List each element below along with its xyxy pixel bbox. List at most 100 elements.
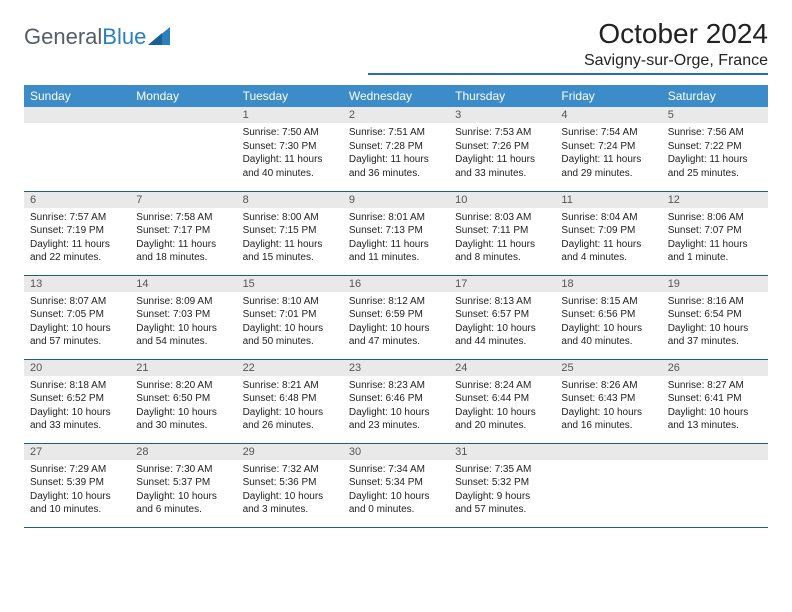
- sunset-line: Sunset: 6:48 PM: [243, 392, 337, 406]
- sunrise-line: Sunrise: 8:13 AM: [455, 295, 549, 309]
- day-content: Sunrise: 8:12 AMSunset: 6:59 PMDaylight:…: [343, 292, 449, 353]
- day-content-empty: [130, 123, 236, 130]
- daylight-line: Daylight: 10 hours and 23 minutes.: [349, 406, 443, 433]
- day-number: 1: [237, 107, 343, 123]
- day-cell: 5Sunrise: 7:56 AMSunset: 7:22 PMDaylight…: [662, 107, 768, 191]
- week-row: 6Sunrise: 7:57 AMSunset: 7:19 PMDaylight…: [24, 191, 768, 275]
- daylight-line: Daylight: 11 hours and 11 minutes.: [349, 238, 443, 265]
- day-number: 15: [237, 276, 343, 292]
- day-content: Sunrise: 7:50 AMSunset: 7:30 PMDaylight:…: [237, 123, 343, 184]
- day-content: Sunrise: 7:54 AMSunset: 7:24 PMDaylight:…: [555, 123, 661, 184]
- day-cell: 3Sunrise: 7:53 AMSunset: 7:26 PMDaylight…: [449, 107, 555, 191]
- sunrise-line: Sunrise: 8:27 AM: [668, 379, 762, 393]
- day-cell: 7Sunrise: 7:58 AMSunset: 7:17 PMDaylight…: [130, 191, 236, 275]
- daylight-line: Daylight: 10 hours and 47 minutes.: [349, 322, 443, 349]
- daylight-line: Daylight: 11 hours and 8 minutes.: [455, 238, 549, 265]
- day-cell: 31Sunrise: 7:35 AMSunset: 5:32 PMDayligh…: [449, 443, 555, 527]
- day-number: 13: [24, 276, 130, 292]
- daylight-line: Daylight: 10 hours and 0 minutes.: [349, 490, 443, 517]
- sunset-line: Sunset: 6:59 PM: [349, 308, 443, 322]
- daylight-line: Daylight: 11 hours and 25 minutes.: [668, 153, 762, 180]
- day-number: 9: [343, 192, 449, 208]
- day-content: Sunrise: 8:13 AMSunset: 6:57 PMDaylight:…: [449, 292, 555, 353]
- day-content: Sunrise: 8:18 AMSunset: 6:52 PMDaylight:…: [24, 376, 130, 437]
- day-header: Sunday: [24, 85, 130, 107]
- day-content: Sunrise: 7:35 AMSunset: 5:32 PMDaylight:…: [449, 460, 555, 521]
- day-content-empty: [24, 123, 130, 130]
- day-cell: 4Sunrise: 7:54 AMSunset: 7:24 PMDaylight…: [555, 107, 661, 191]
- sunset-line: Sunset: 7:03 PM: [136, 308, 230, 322]
- day-header: Friday: [555, 85, 661, 107]
- sunset-line: Sunset: 5:37 PM: [136, 476, 230, 490]
- day-content: Sunrise: 8:27 AMSunset: 6:41 PMDaylight:…: [662, 376, 768, 437]
- day-number: 4: [555, 107, 661, 123]
- daylight-line: Daylight: 11 hours and 1 minute.: [668, 238, 762, 265]
- sunset-line: Sunset: 6:43 PM: [561, 392, 655, 406]
- sunrise-line: Sunrise: 7:53 AM: [455, 126, 549, 140]
- calendar-page: GeneralBlue October 2024 Savigny-sur-Org…: [0, 0, 792, 546]
- sunrise-line: Sunrise: 8:15 AM: [561, 295, 655, 309]
- header: GeneralBlue October 2024 Savigny-sur-Org…: [24, 18, 768, 75]
- day-header: Tuesday: [237, 85, 343, 107]
- sunrise-line: Sunrise: 7:57 AM: [30, 211, 124, 225]
- daylight-line: Daylight: 10 hours and 44 minutes.: [455, 322, 549, 349]
- day-cell: 12Sunrise: 8:06 AMSunset: 7:07 PMDayligh…: [662, 191, 768, 275]
- sunset-line: Sunset: 6:46 PM: [349, 392, 443, 406]
- day-content: Sunrise: 8:26 AMSunset: 6:43 PMDaylight:…: [555, 376, 661, 437]
- sunset-line: Sunset: 6:56 PM: [561, 308, 655, 322]
- day-number: 17: [449, 276, 555, 292]
- day-number-empty: [130, 107, 236, 123]
- sunrise-line: Sunrise: 8:04 AM: [561, 211, 655, 225]
- sunrise-line: Sunrise: 8:10 AM: [243, 295, 337, 309]
- sunset-line: Sunset: 5:39 PM: [30, 476, 124, 490]
- day-header: Monday: [130, 85, 236, 107]
- day-cell: 13Sunrise: 8:07 AMSunset: 7:05 PMDayligh…: [24, 275, 130, 359]
- day-number: 19: [662, 276, 768, 292]
- daylight-line: Daylight: 10 hours and 26 minutes.: [243, 406, 337, 433]
- day-cell: 11Sunrise: 8:04 AMSunset: 7:09 PMDayligh…: [555, 191, 661, 275]
- day-number: 6: [24, 192, 130, 208]
- day-number: 22: [237, 360, 343, 376]
- week-row: 1Sunrise: 7:50 AMSunset: 7:30 PMDaylight…: [24, 107, 768, 191]
- day-cell: 6Sunrise: 7:57 AMSunset: 7:19 PMDaylight…: [24, 191, 130, 275]
- location: Savigny-sur-Orge, France: [368, 52, 768, 75]
- week-row: 20Sunrise: 8:18 AMSunset: 6:52 PMDayligh…: [24, 359, 768, 443]
- day-cell: 26Sunrise: 8:27 AMSunset: 6:41 PMDayligh…: [662, 359, 768, 443]
- daylight-line: Daylight: 10 hours and 16 minutes.: [561, 406, 655, 433]
- sunrise-line: Sunrise: 7:50 AM: [243, 126, 337, 140]
- day-number-empty: [662, 444, 768, 460]
- day-number: 24: [449, 360, 555, 376]
- day-cell: 2Sunrise: 7:51 AMSunset: 7:28 PMDaylight…: [343, 107, 449, 191]
- sunrise-line: Sunrise: 7:35 AM: [455, 463, 549, 477]
- day-content: Sunrise: 7:30 AMSunset: 5:37 PMDaylight:…: [130, 460, 236, 521]
- day-cell: 18Sunrise: 8:15 AMSunset: 6:56 PMDayligh…: [555, 275, 661, 359]
- day-number: 3: [449, 107, 555, 123]
- day-number: 16: [343, 276, 449, 292]
- day-cell: 15Sunrise: 8:10 AMSunset: 7:01 PMDayligh…: [237, 275, 343, 359]
- day-content: Sunrise: 7:29 AMSunset: 5:39 PMDaylight:…: [24, 460, 130, 521]
- day-content: Sunrise: 8:01 AMSunset: 7:13 PMDaylight:…: [343, 208, 449, 269]
- daylight-line: Daylight: 10 hours and 13 minutes.: [668, 406, 762, 433]
- day-cell: [130, 107, 236, 191]
- day-content-empty: [555, 460, 661, 467]
- daylight-line: Daylight: 11 hours and 33 minutes.: [455, 153, 549, 180]
- sunset-line: Sunset: 6:44 PM: [455, 392, 549, 406]
- day-number: 5: [662, 107, 768, 123]
- sunrise-line: Sunrise: 7:56 AM: [668, 126, 762, 140]
- day-cell: 8Sunrise: 8:00 AMSunset: 7:15 PMDaylight…: [237, 191, 343, 275]
- day-content: Sunrise: 8:23 AMSunset: 6:46 PMDaylight:…: [343, 376, 449, 437]
- day-number: 26: [662, 360, 768, 376]
- day-number: 27: [24, 444, 130, 460]
- day-header: Wednesday: [343, 85, 449, 107]
- day-cell: 22Sunrise: 8:21 AMSunset: 6:48 PMDayligh…: [237, 359, 343, 443]
- sunrise-line: Sunrise: 8:09 AM: [136, 295, 230, 309]
- day-number-empty: [555, 444, 661, 460]
- daylight-line: Daylight: 11 hours and 4 minutes.: [561, 238, 655, 265]
- day-number: 18: [555, 276, 661, 292]
- daylight-line: Daylight: 11 hours and 29 minutes.: [561, 153, 655, 180]
- day-number: 12: [662, 192, 768, 208]
- day-number: 8: [237, 192, 343, 208]
- sunrise-line: Sunrise: 8:01 AM: [349, 211, 443, 225]
- day-cell: 14Sunrise: 8:09 AMSunset: 7:03 PMDayligh…: [130, 275, 236, 359]
- daylight-line: Daylight: 10 hours and 33 minutes.: [30, 406, 124, 433]
